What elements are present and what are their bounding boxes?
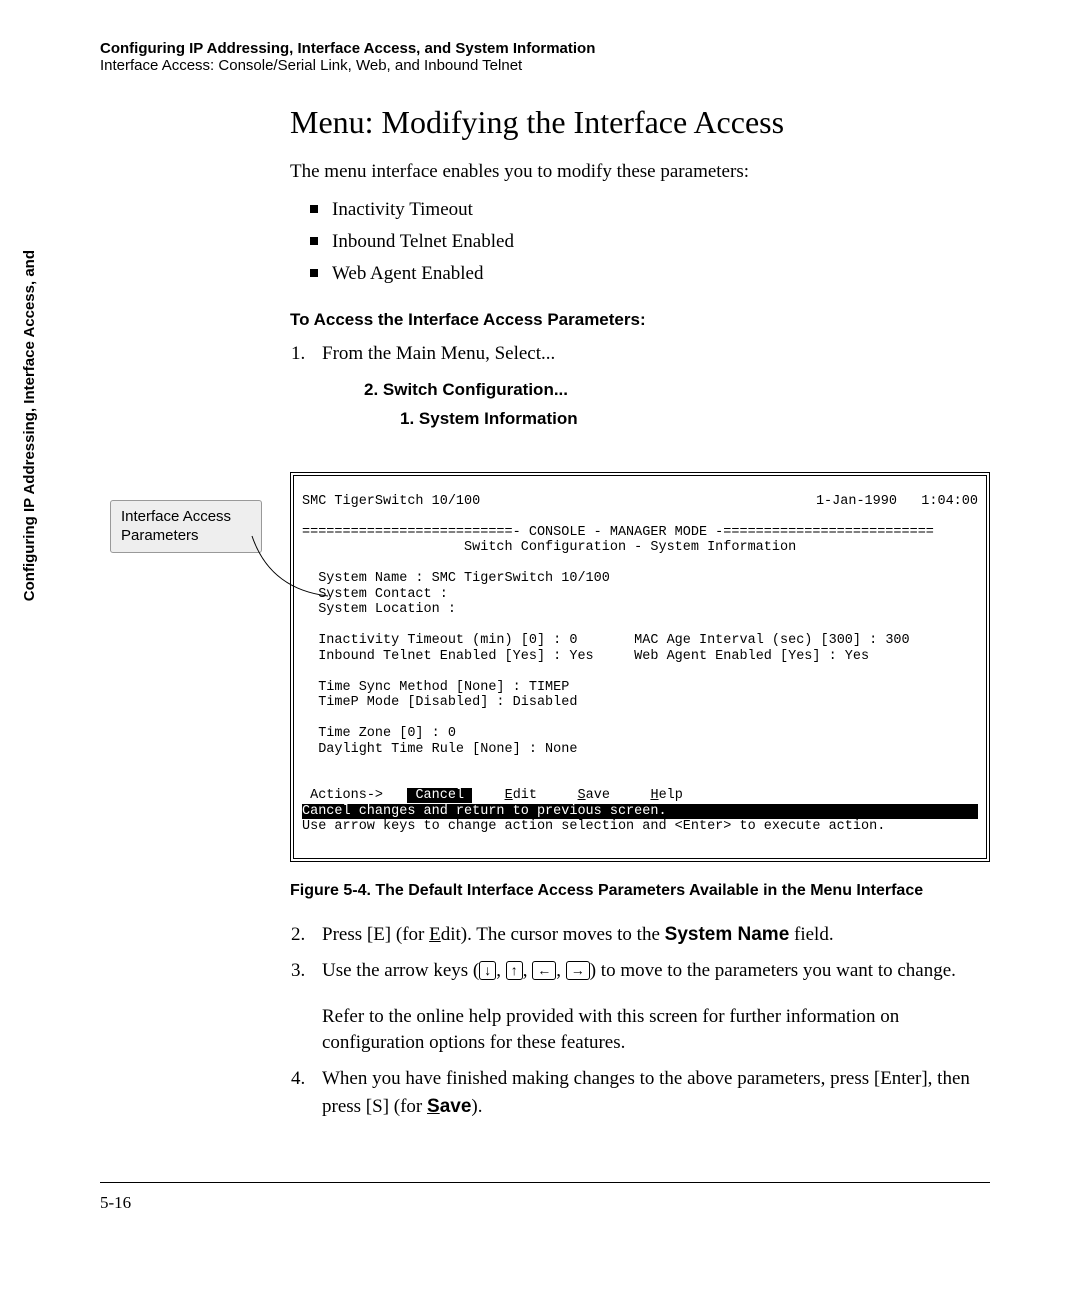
terminal-line: TimeP Mode [Disabled] : Disabled [318,695,577,710]
side-tab: Configuring IP Addressing, Interface Acc… [20,250,40,601]
bullets-list: Inactivity Timeout Inbound Telnet Enable… [290,194,990,291]
cancel-action[interactable]: Cancel [407,788,472,803]
terminal-footer: Use arrow keys to change action selectio… [302,819,885,834]
arrow-up-icon: ↑ [506,961,523,980]
terminal-highlight: Cancel changes and return to previous sc… [302,804,978,820]
steps-list: From the Main Menu, Select... 2. Switch … [290,340,990,432]
arrow-right-icon: → [566,961,590,980]
terminal-line: Daylight Time Rule [None] : None [318,742,577,757]
access-heading: To Access the Interface Access Parameter… [290,310,990,330]
terminal-line: System Location : [318,602,456,617]
step-1: From the Main Menu, Select... 2. Switch … [310,340,990,432]
menu-path-1: 2. Switch Configuration... [364,377,990,403]
step-text: From the Main Menu, Select... [322,343,555,364]
terminal-datetime: 1-Jan-1990 1:04:00 [816,494,978,510]
step-2: Press [E] (for Edit). The cursor moves t… [310,921,990,950]
page-number: 5-16 [100,1193,990,1213]
help-action[interactable]: Help [650,788,682,803]
step-3: Use the arrow keys (↓, ↑, ←, →) to move … [310,957,990,1057]
steps-list-continued: Press [E] (for Edit). The cursor moves t… [290,921,990,1122]
chapter-title: Configuring IP Addressing, Interface Acc… [100,40,990,57]
terminal-line: Inactivity Timeout (min) [0] : 0 MAC Age… [318,633,909,648]
bullet-item: Inbound Telnet Enabled [310,226,990,258]
chapter-subtitle: Interface Access: Console/Serial Link, W… [100,57,990,74]
step-4: When you have finished making changes to… [310,1065,990,1122]
terminal-subtitle: Switch Configuration - System Informatio… [302,540,796,555]
terminal-device: SMC TigerSwitch 10/100 [302,494,480,510]
figure-caption: Figure 5-4. The Default Interface Access… [290,880,990,902]
edit-action[interactable]: Edit [505,788,537,803]
terminal-line: Time Zone [0] : 0 [318,726,456,741]
intro-text: The menu interface enables you to modify… [290,159,990,186]
arrow-left-icon: ← [532,961,556,980]
actions-label: Actions-> [310,788,383,803]
terminal-line: Time Sync Method [None] : TIMEP [318,680,569,695]
callout-label: Interface Access Parameters [110,500,262,553]
bullet-item: Web Agent Enabled [310,258,990,290]
step-3-note: Refer to the online help provided with t… [322,1004,990,1057]
arrow-down-icon: ↓ [479,961,496,980]
terminal-mode-line: ==========================- CONSOLE - MA… [302,525,934,540]
terminal-line: System Name : SMC TigerSwitch 10/100 [318,571,610,586]
terminal-screen: SMC TigerSwitch 10/100 1-Jan-1990 1:04:00… [290,472,990,862]
terminal-line: Inbound Telnet Enabled [Yes] : Yes Web A… [318,649,869,664]
page-rule [100,1182,990,1183]
bullet-item: Inactivity Timeout [310,194,990,226]
section-title: Menu: Modifying the Interface Access [290,104,990,141]
menu-path-2: 1. System Information [400,406,990,432]
save-action[interactable]: Save [578,788,610,803]
terminal-line: System Contact : [318,587,448,602]
